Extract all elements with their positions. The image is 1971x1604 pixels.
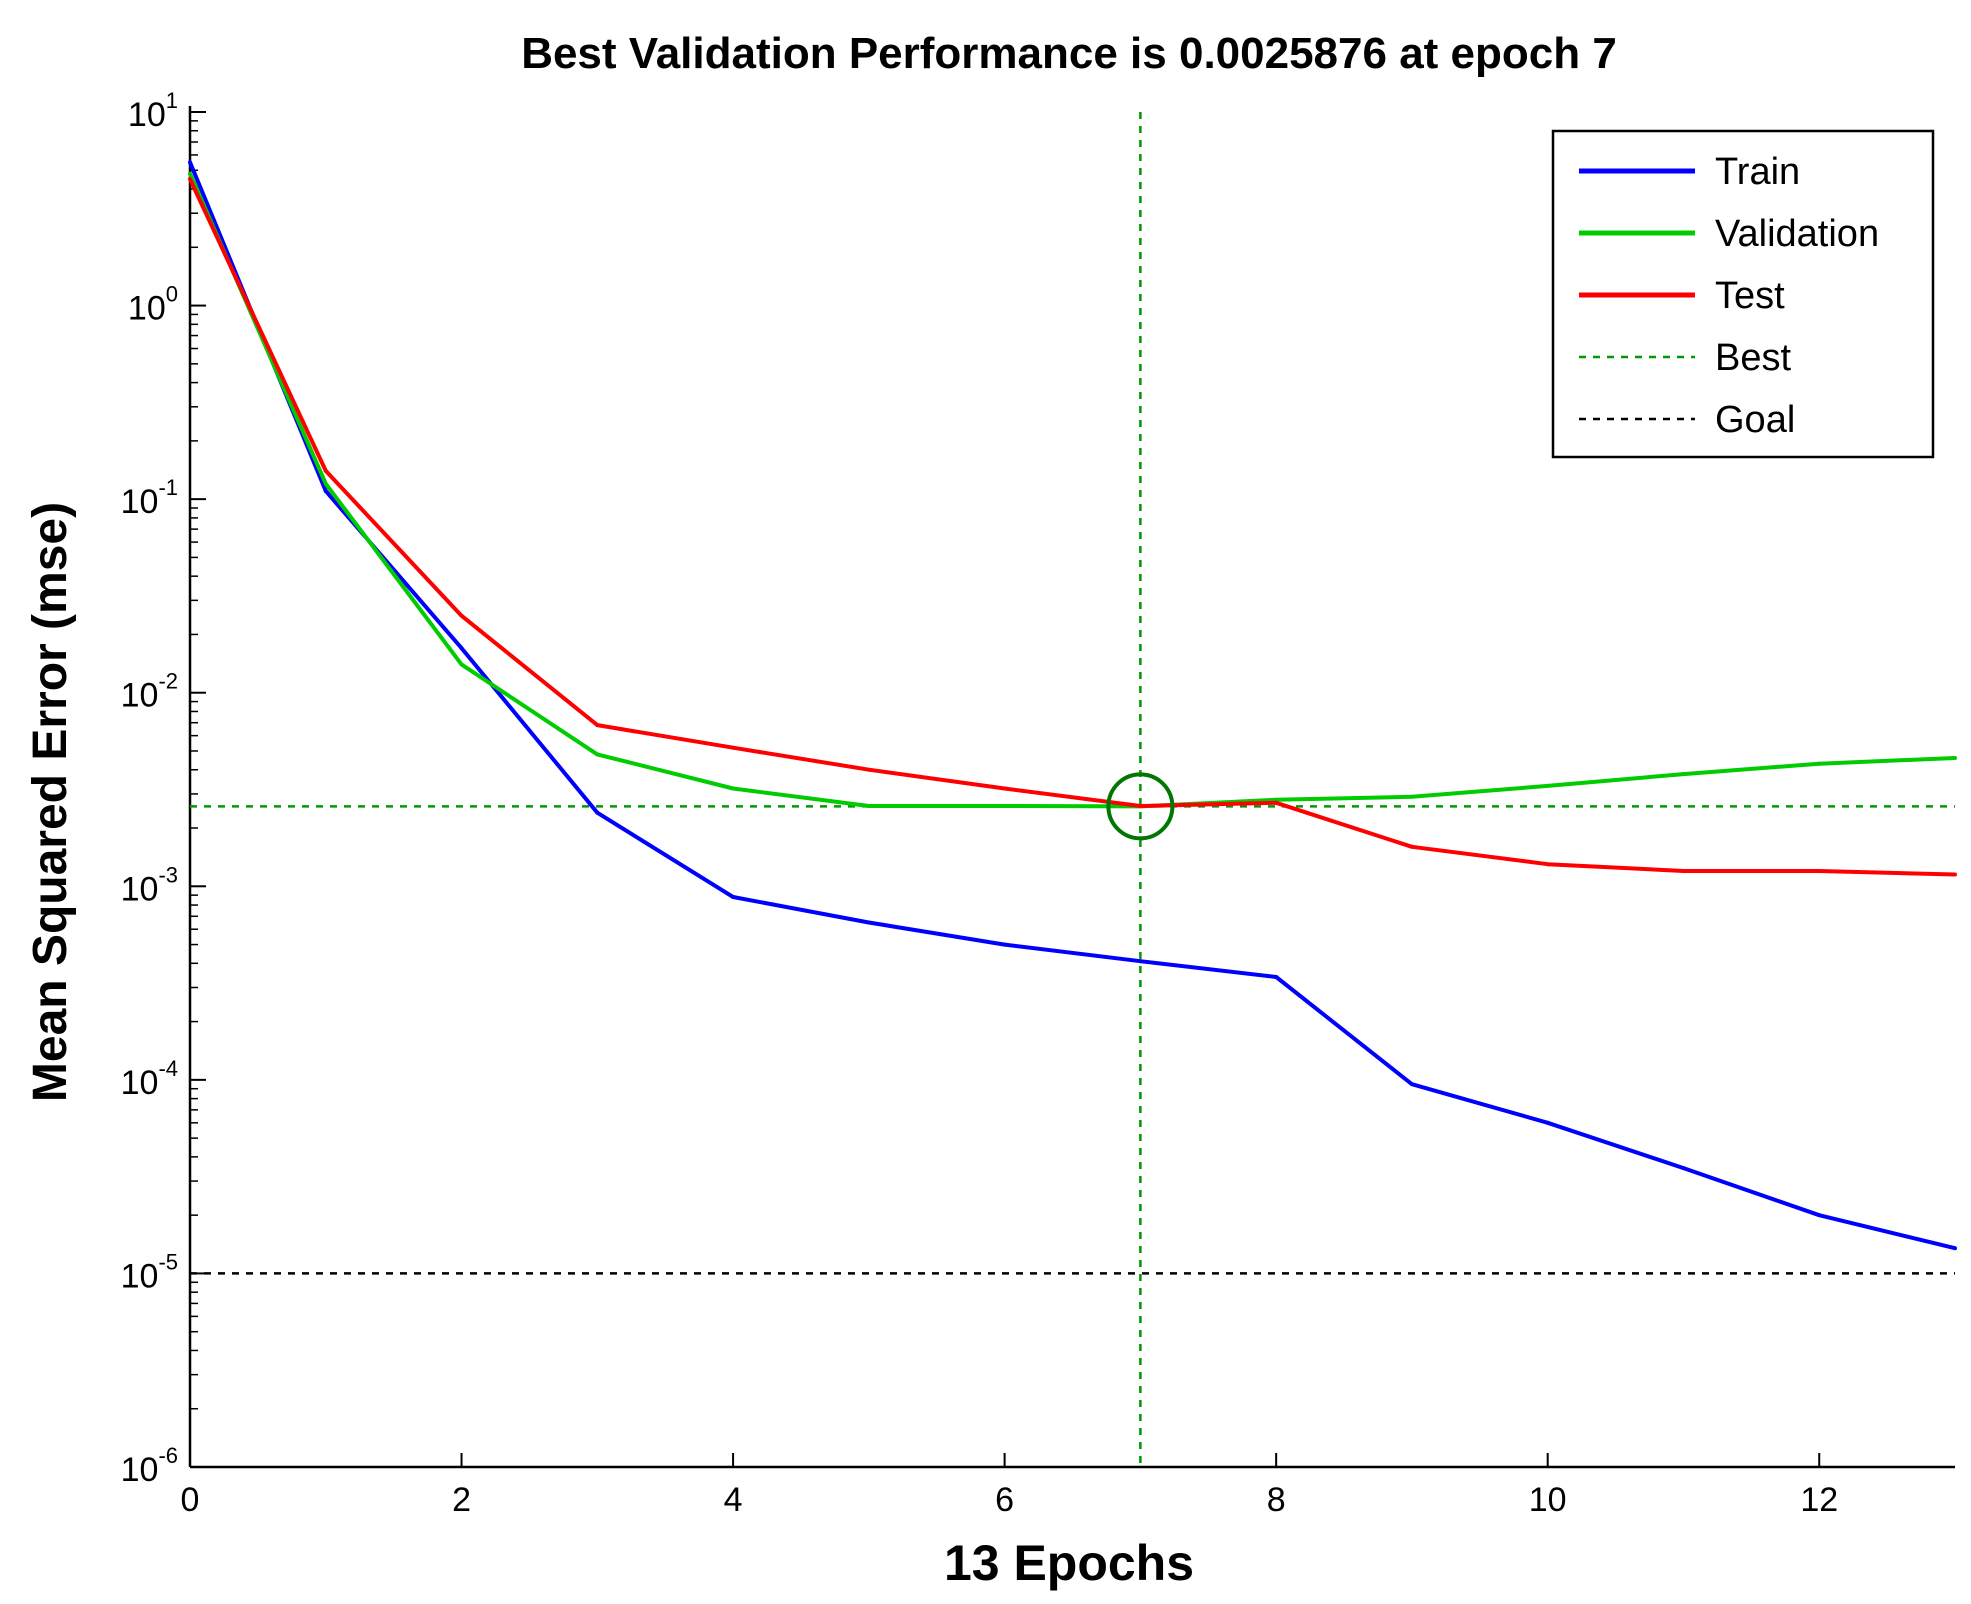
series-line-test — [188, 178, 1956, 877]
legend-label-best: Best — [1715, 337, 1791, 379]
x-tick-label-2: 2 — [452, 1481, 471, 1519]
x-tick-label-10: 10 — [1529, 1481, 1567, 1519]
point-train-3 — [595, 810, 600, 815]
point-test-12 — [1817, 868, 1822, 873]
legend-label-test: Test — [1715, 275, 1785, 317]
point-validation-0 — [188, 171, 192, 176]
point-train-0 — [188, 160, 192, 165]
point-validation-10 — [1545, 783, 1550, 788]
point-test-1 — [323, 468, 328, 473]
point-test-4 — [731, 745, 736, 750]
point-train-6 — [1002, 942, 1007, 947]
point-test-2 — [459, 613, 464, 618]
point-train-2 — [459, 646, 464, 651]
x-axis-label: 13 Epochs — [944, 1535, 1194, 1591]
point-test-5 — [866, 767, 871, 772]
point-validation-3 — [595, 752, 600, 757]
point-train-9 — [1409, 1082, 1414, 1087]
point-train-13 — [1953, 1246, 1957, 1251]
point-validation-4 — [731, 786, 736, 791]
best-marker-circle — [1106, 772, 1175, 841]
point-validation-5 — [866, 803, 871, 808]
point-validation-2 — [459, 662, 464, 667]
point-train-4 — [731, 895, 736, 900]
y-tick-label-6: 10-5 — [121, 1249, 178, 1295]
point-train-5 — [866, 920, 871, 925]
y-tick-label-0: 101 — [128, 88, 178, 134]
point-test-8 — [1274, 800, 1279, 805]
legend-label-goal: Goal — [1715, 399, 1795, 441]
point-test-10 — [1545, 862, 1550, 867]
point-test-11 — [1681, 868, 1686, 873]
point-validation-9 — [1409, 794, 1414, 799]
point-train-11 — [1681, 1166, 1686, 1171]
point-test-0 — [188, 177, 192, 182]
point-test-3 — [595, 723, 600, 728]
point-validation-6 — [1002, 803, 1007, 808]
plot-area: 0 2 4 6 8 10 12 101 100 10-1 10-2 10-3 10-4 10-5 10-6 — [121, 88, 1957, 1519]
y-axis-label: Mean Squared Error (mse) — [24, 502, 77, 1102]
y-tick-label-7: 10-6 — [121, 1443, 178, 1489]
point-train-8 — [1274, 974, 1279, 979]
x-tick-label-6: 6 — [995, 1481, 1014, 1519]
chart-title: Best Validation Performance is 0.0025876… — [521, 29, 1617, 78]
point-train-7 — [1138, 959, 1143, 964]
point-test-9 — [1409, 844, 1414, 849]
x-tick-label-0: 0 — [181, 1481, 200, 1519]
point-validation-1 — [323, 481, 328, 486]
point-train-1 — [323, 489, 328, 494]
series-line-train — [188, 161, 1956, 1251]
x-tick-label-12: 12 — [1800, 1481, 1838, 1519]
y-tick-label-5: 10-4 — [121, 1056, 178, 1102]
point-validation-12 — [1817, 761, 1822, 766]
y-tick-label-3: 10-2 — [121, 669, 178, 715]
y-tick-label-1: 100 — [128, 282, 178, 328]
series-line-validation — [188, 172, 1956, 809]
x-tick-label-4: 4 — [724, 1481, 743, 1519]
y-tick-label-2: 10-1 — [121, 475, 178, 521]
legend: Train Validation Test Best Goal — [1551, 129, 1935, 459]
point-train-10 — [1545, 1120, 1550, 1125]
legend-label-train: Train — [1715, 151, 1800, 193]
legend-label-validation: Validation — [1715, 213, 1879, 255]
point-test-6 — [1002, 786, 1007, 791]
x-tick-label-8: 8 — [1267, 1481, 1286, 1519]
point-validation-11 — [1681, 772, 1686, 777]
point-validation-8 — [1274, 797, 1279, 802]
point-validation-13 — [1953, 755, 1957, 760]
point-test-7 — [1138, 803, 1143, 808]
point-train-12 — [1817, 1213, 1822, 1218]
point-test-13 — [1953, 872, 1957, 877]
y-tick-label-4: 10-3 — [121, 862, 178, 908]
